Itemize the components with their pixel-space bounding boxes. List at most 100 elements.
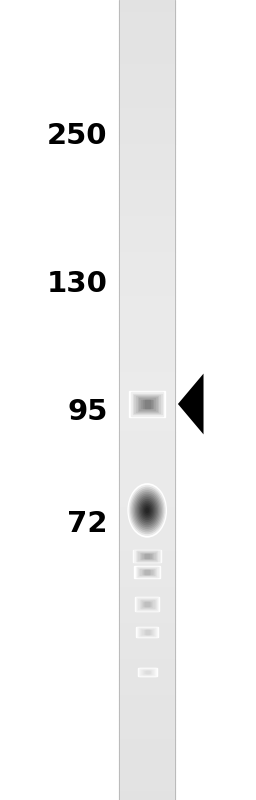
Bar <box>119 672 175 676</box>
Bar <box>119 660 175 664</box>
Bar <box>119 780 175 784</box>
Bar <box>119 500 175 504</box>
Ellipse shape <box>137 497 157 524</box>
Bar <box>119 796 175 800</box>
Bar <box>137 627 157 637</box>
Bar <box>119 632 175 636</box>
Bar <box>140 599 155 609</box>
Ellipse shape <box>131 488 163 533</box>
Bar <box>129 391 165 417</box>
Bar <box>119 140 175 144</box>
Bar <box>119 464 175 468</box>
Bar <box>119 516 175 520</box>
Bar <box>119 528 175 532</box>
Bar <box>138 668 157 676</box>
Bar <box>119 72 175 76</box>
Bar <box>119 292 175 296</box>
Bar <box>119 436 175 440</box>
Bar <box>119 648 175 652</box>
Bar <box>143 400 152 408</box>
Bar <box>119 124 175 128</box>
Bar <box>119 580 175 584</box>
Bar <box>119 604 175 608</box>
Bar <box>119 620 175 624</box>
Bar <box>119 696 175 700</box>
Bar <box>119 144 175 148</box>
Bar <box>145 602 149 606</box>
Bar <box>119 652 175 656</box>
Bar <box>119 596 175 600</box>
Bar <box>119 508 175 512</box>
Bar <box>119 680 175 684</box>
Text: 250: 250 <box>47 122 108 150</box>
Bar <box>119 520 175 524</box>
Bar <box>119 180 175 184</box>
Bar <box>119 476 175 480</box>
Bar <box>144 570 150 574</box>
Bar <box>119 12 175 16</box>
Ellipse shape <box>140 501 154 520</box>
Bar <box>119 148 175 152</box>
Bar <box>119 0 175 4</box>
Bar <box>119 204 175 208</box>
Bar <box>119 576 175 580</box>
Bar <box>143 630 152 634</box>
Bar <box>119 92 175 96</box>
Bar <box>119 488 175 492</box>
Bar <box>119 224 175 228</box>
Bar <box>119 84 175 88</box>
Bar <box>119 616 175 620</box>
Text: 95: 95 <box>67 398 108 426</box>
Bar <box>138 398 157 410</box>
Bar <box>119 540 175 544</box>
Bar <box>119 784 175 788</box>
Bar <box>131 393 163 415</box>
Bar <box>119 776 175 780</box>
Bar <box>138 599 156 609</box>
Bar <box>119 568 175 572</box>
Bar <box>119 268 175 272</box>
Bar <box>119 200 175 204</box>
Bar <box>141 600 154 608</box>
Bar <box>119 628 175 632</box>
Bar <box>119 788 175 792</box>
Bar <box>119 56 175 60</box>
Bar <box>119 676 175 680</box>
Bar <box>144 630 151 634</box>
Bar <box>119 252 175 256</box>
Bar <box>119 108 175 112</box>
Bar <box>119 244 175 248</box>
Bar <box>133 550 161 562</box>
Bar <box>119 704 175 708</box>
Bar <box>119 700 175 704</box>
Polygon shape <box>178 374 204 434</box>
Bar <box>119 688 175 692</box>
Ellipse shape <box>129 485 166 536</box>
Bar <box>119 624 175 628</box>
Bar <box>119 192 175 196</box>
Bar <box>119 320 175 324</box>
Bar <box>140 398 155 410</box>
Bar <box>119 312 175 316</box>
Bar <box>119 564 175 568</box>
Bar <box>119 328 175 332</box>
Bar <box>119 116 175 120</box>
Bar <box>119 184 175 188</box>
Bar <box>119 368 175 372</box>
Bar <box>119 400 175 404</box>
Bar <box>119 584 175 588</box>
Bar <box>119 724 175 728</box>
Bar <box>119 80 175 84</box>
Bar <box>119 160 175 164</box>
Bar <box>119 692 175 696</box>
Bar <box>119 492 175 496</box>
Bar <box>119 416 175 420</box>
Bar <box>119 472 175 476</box>
Bar <box>138 628 156 636</box>
Bar <box>119 668 175 672</box>
Bar <box>119 32 175 36</box>
Bar <box>119 456 175 460</box>
Bar <box>119 340 175 344</box>
Bar <box>119 736 175 740</box>
Bar <box>119 560 175 564</box>
